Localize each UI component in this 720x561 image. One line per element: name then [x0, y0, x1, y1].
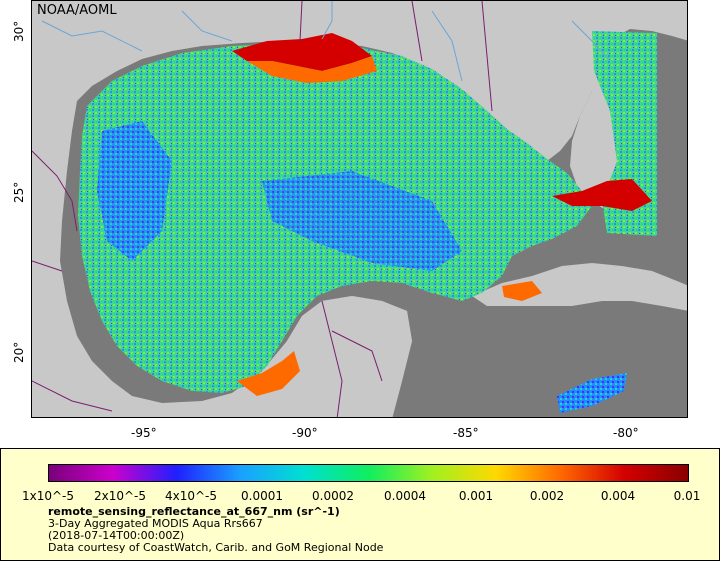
- border-belize: [331, 330, 383, 382]
- mississippi-plume: [232, 33, 372, 71]
- yucatan-coast: [237, 351, 300, 396]
- colorbar-tick-label: 4x10^-5: [164, 489, 218, 503]
- colorbar-tick-label: 0.0001: [241, 489, 283, 503]
- map-panel: [31, 0, 688, 418]
- blue-streak-west: [97, 121, 172, 261]
- plume-edge: [247, 56, 377, 83]
- tampa-coast: [552, 179, 652, 211]
- colorbar: [48, 464, 689, 482]
- borders-layer: [32, 1, 493, 417]
- lat-tick-label: 20°: [12, 341, 26, 363]
- river-5: [571, 20, 611, 62]
- colorbar-tick-label: 0.002: [529, 489, 565, 503]
- lon-tick-label: -80°: [613, 426, 639, 440]
- colorbar-tick-label: 0.0002: [312, 489, 354, 503]
- blue-streak-central: [262, 171, 462, 271]
- colorbar-tick-label: 0.001: [458, 489, 494, 503]
- lon-tick-label: -95°: [131, 426, 157, 440]
- rivers-layer: [41, 1, 611, 82]
- border-state-3: [481, 1, 493, 112]
- border-mexico-2: [32, 380, 113, 412]
- river-1: [41, 20, 143, 52]
- time-stamp: (2018-07-14T00:00:00Z): [48, 529, 185, 542]
- colorbar-tick-label: 2x10^-5: [93, 489, 147, 503]
- credit-line: Data courtesy of CoastWatch, Carib. and …: [48, 541, 384, 554]
- border-state-1: [299, 1, 303, 42]
- reflectance-layer: [78, 31, 657, 413]
- land-yucatan: [262, 296, 412, 417]
- colorbar-tick-label: 0.004: [600, 489, 636, 503]
- river-4: [431, 10, 463, 82]
- lon-tick-label: -90°: [292, 426, 318, 440]
- land-layer: [32, 1, 687, 417]
- lat-tick-label: 30°: [12, 20, 26, 42]
- border-mexico-1: [32, 260, 63, 272]
- colorbar-tick-label: 0.01: [673, 489, 701, 503]
- caribbean-patch: [557, 373, 627, 413]
- legend-panel: 1x10^-5 2x10^-5 4x10^-5 0.0001 0.0002 0.…: [0, 448, 720, 561]
- river-3: [321, 1, 333, 40]
- map-canvas: [32, 1, 687, 417]
- border-us-mexico: [32, 150, 78, 232]
- border-yucatan: [321, 300, 343, 417]
- agency-label: NOAA/AOML: [37, 3, 117, 18]
- colorbar-tick-label: 1x10^-5: [21, 489, 75, 503]
- border-state-2: [411, 1, 423, 62]
- lat-tick-label: 25°: [12, 181, 26, 203]
- dataset-name: 3-Day Aggregated MODIS Aqua Rrs667: [48, 517, 263, 530]
- lon-tick-label: -85°: [453, 426, 479, 440]
- river-2: [181, 10, 233, 42]
- colorbar-tick-label: 0.0004: [384, 489, 426, 503]
- variable-name: remote_sensing_reflectance_at_667_nm (sr…: [48, 505, 340, 518]
- cuba-coast: [502, 281, 542, 301]
